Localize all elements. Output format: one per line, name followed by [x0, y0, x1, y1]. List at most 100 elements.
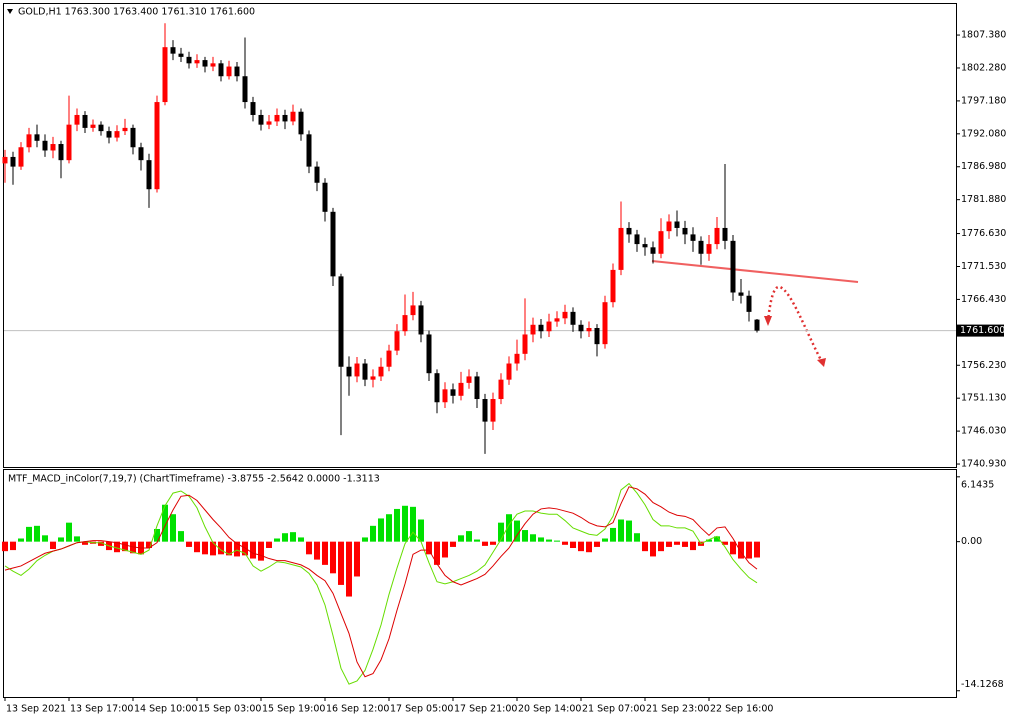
histogram-bar	[738, 541, 744, 559]
candle-body	[546, 321, 552, 332]
y-tick-label: 6.1435	[961, 479, 994, 490]
histogram-bar	[250, 541, 256, 559]
candle-body	[530, 324, 536, 335]
histogram-bar	[218, 541, 224, 555]
main-panel	[3, 3, 957, 468]
histogram-bar	[562, 541, 568, 545]
histogram-bar	[362, 537, 368, 542]
histogram-bar	[474, 539, 480, 542]
candle-body	[258, 114, 264, 125]
candle-body	[738, 292, 744, 296]
candle-body	[578, 324, 584, 332]
candle-body	[138, 147, 144, 161]
candle-body	[698, 240, 704, 254]
histogram-bar	[82, 541, 88, 545]
last-price-box	[956, 324, 1004, 337]
macd-line	[4, 482, 758, 685]
candle-body	[266, 121, 272, 125]
candle-body	[490, 399, 496, 422]
candle-body	[274, 114, 280, 122]
y-tick-label: 1786.980	[961, 161, 1006, 172]
candle-body	[66, 124, 72, 161]
histogram-bar	[18, 538, 24, 542]
candle-body	[658, 231, 664, 254]
histogram-bar	[610, 527, 616, 542]
candle-body	[122, 127, 128, 132]
histogram-bar	[570, 541, 576, 548]
histogram-bar	[394, 508, 400, 542]
histogram-bar	[154, 528, 160, 542]
candle-body	[514, 353, 520, 364]
histogram-bar	[602, 538, 608, 542]
candle-body	[170, 47, 176, 54]
y-tick-label: 1746.030	[961, 426, 1006, 437]
candle-body	[626, 227, 632, 235]
candle-body	[754, 319, 760, 331]
candle-body	[98, 124, 104, 132]
candle-body	[690, 234, 696, 241]
candle-body	[298, 111, 304, 135]
histogram-bar	[298, 537, 304, 542]
arrow-head	[764, 316, 772, 326]
histogram-bar	[458, 535, 464, 542]
histogram-bar	[314, 541, 320, 560]
histogram-bar	[642, 541, 648, 552]
x-tick-label: 16 Sep 12:00	[326, 704, 389, 715]
histogram-bar	[674, 541, 680, 545]
candle-body	[282, 114, 288, 122]
candle-body	[162, 47, 168, 103]
indicator-panel	[3, 469, 957, 698]
candle-body	[418, 305, 424, 335]
histogram-bar	[386, 514, 392, 542]
x-tick-label: 21 Sep 23:00	[646, 704, 709, 715]
y-tick-label: 1797.180	[961, 95, 1006, 106]
candle-body	[498, 379, 504, 400]
candle-body	[538, 324, 544, 332]
histogram-bar	[226, 541, 232, 556]
histogram-bar	[282, 533, 288, 542]
histogram-bar	[650, 541, 656, 557]
y-tick-label: 1802.280	[961, 62, 1006, 73]
menu-arrow[interactable]	[7, 9, 13, 14]
candle-body	[218, 63, 224, 77]
histogram-bar	[178, 531, 184, 542]
candle-body	[474, 376, 480, 400]
histogram-bar	[410, 506, 416, 542]
histogram-bar	[514, 520, 520, 542]
histogram-bar	[482, 541, 488, 546]
candle-body	[18, 147, 24, 167]
trend-line[interactable]	[651, 260, 859, 283]
histogram-bar	[586, 541, 592, 553]
histogram-bar	[578, 541, 584, 552]
y-tick-label: 1771.530	[961, 261, 1006, 272]
y-tick-label: 1776.630	[961, 228, 1006, 239]
histogram-bar	[722, 541, 728, 545]
candle-body	[194, 60, 200, 64]
histogram-bar	[730, 541, 736, 555]
candle-body	[434, 373, 440, 403]
candle-body	[634, 234, 640, 245]
last-price-label: 1761.600	[960, 325, 1005, 336]
candle-body	[554, 318, 560, 322]
histogram-bar	[370, 525, 376, 542]
candle-body	[130, 127, 136, 148]
candle-body	[202, 60, 208, 67]
histogram-bar	[498, 522, 504, 542]
histogram-bar	[378, 518, 384, 542]
histogram-bar	[426, 541, 432, 555]
candle-body	[402, 315, 408, 332]
candle-body	[26, 134, 32, 148]
candle-body	[682, 227, 688, 235]
histogram-bar	[418, 519, 424, 542]
candle-body	[570, 311, 576, 325]
candle-body	[730, 240, 736, 293]
candle-body	[618, 227, 624, 270]
histogram-bar	[122, 541, 128, 552]
histogram-bar	[186, 541, 192, 547]
candle-body	[114, 131, 120, 138]
histogram-bar	[290, 532, 296, 542]
candle-body	[466, 376, 472, 383]
candle-body	[426, 334, 432, 374]
histogram-bar	[34, 525, 40, 542]
